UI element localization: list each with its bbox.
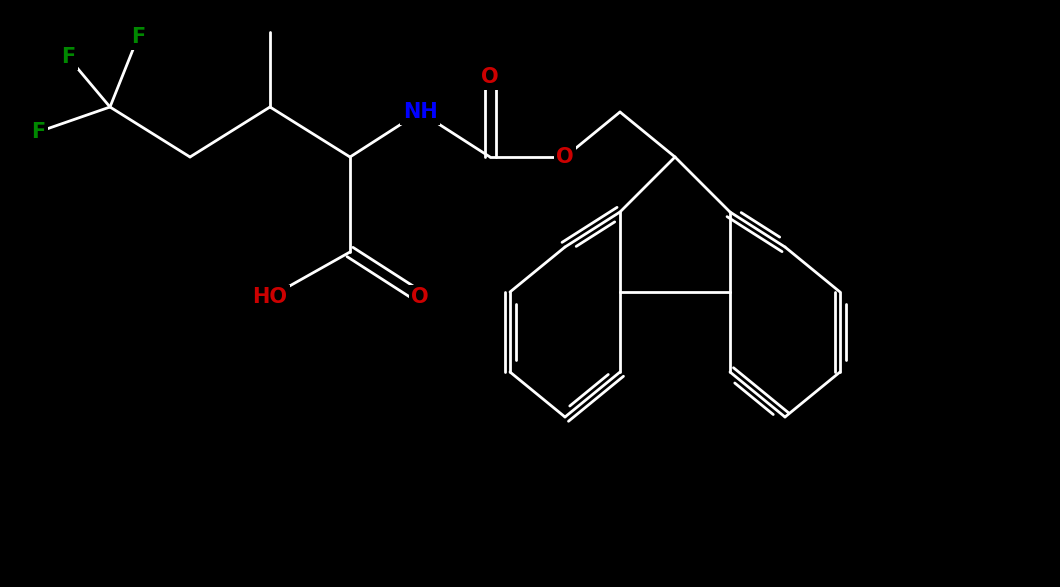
Text: F: F	[130, 27, 145, 47]
Text: O: O	[556, 147, 573, 167]
Text: HO: HO	[252, 287, 287, 307]
Text: O: O	[411, 287, 429, 307]
Text: O: O	[481, 67, 499, 87]
Text: NH: NH	[403, 102, 438, 122]
Text: F: F	[60, 47, 75, 67]
Text: F: F	[31, 122, 46, 142]
